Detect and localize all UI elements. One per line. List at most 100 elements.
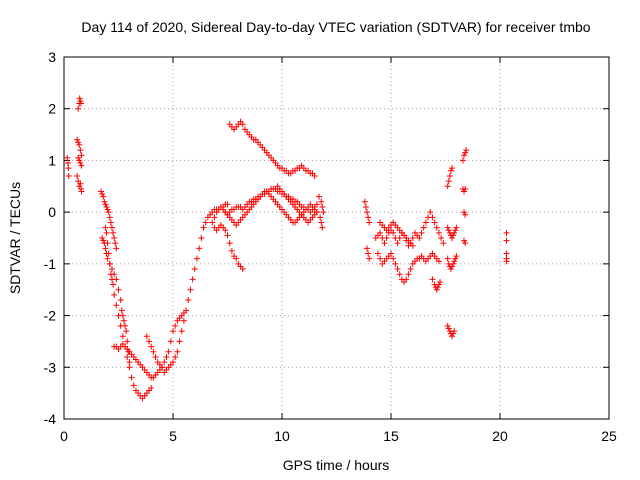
data-point [130, 382, 137, 389]
data-point [503, 258, 510, 265]
data-point [105, 250, 112, 257]
data-point [224, 201, 231, 208]
data-point [74, 172, 81, 179]
data-point [319, 224, 326, 231]
data-point [75, 154, 82, 161]
x-tick-label: 15 [383, 428, 399, 444]
data-point [450, 330, 457, 337]
data-point [226, 240, 233, 247]
data-point [366, 219, 373, 226]
data-point [453, 224, 460, 231]
data-point [128, 374, 135, 381]
data-point [75, 105, 82, 112]
data-point [124, 338, 131, 345]
data-point [119, 333, 126, 340]
data-point [222, 227, 229, 234]
data-point [390, 255, 397, 262]
data-point [390, 229, 397, 236]
data-point [392, 260, 399, 267]
data-point [444, 322, 451, 329]
data-point [180, 317, 187, 324]
data-point [120, 317, 127, 324]
x-tick-label: 10 [274, 428, 290, 444]
data-point [183, 307, 190, 314]
data-point [115, 286, 122, 293]
data-point [433, 224, 440, 231]
data-point [396, 235, 403, 241]
data-point [117, 322, 124, 329]
data-point [452, 227, 459, 234]
data-point [161, 359, 168, 366]
y-tick-label: -1 [44, 256, 57, 272]
data-point [453, 253, 460, 260]
data-point [313, 209, 320, 216]
data-point [445, 178, 452, 185]
x-tick-label: 5 [169, 428, 177, 444]
data-point [462, 240, 469, 247]
data-point [403, 276, 410, 283]
data-point [99, 235, 106, 241]
data-point [449, 263, 456, 270]
data-point [104, 206, 111, 213]
data-point [503, 250, 510, 257]
data-point [319, 203, 326, 210]
data-point [108, 266, 115, 273]
data-point [462, 149, 469, 156]
data-point [102, 201, 109, 208]
data-point [103, 229, 110, 236]
data-point [435, 258, 442, 265]
data-point [106, 214, 113, 221]
data-point [126, 364, 133, 371]
data-point [143, 333, 150, 340]
data-point [200, 224, 207, 231]
data-point [381, 240, 388, 247]
data-point [318, 219, 325, 226]
data-point [318, 198, 325, 205]
data-point [167, 338, 174, 345]
data-point [113, 302, 120, 309]
data-point [185, 297, 192, 304]
data-point [429, 214, 436, 221]
data-point [108, 276, 115, 283]
data-point [444, 255, 451, 262]
data-point [117, 297, 124, 304]
data-point [422, 219, 429, 226]
data-point [191, 266, 198, 273]
data-point [64, 154, 71, 161]
data-point [449, 333, 456, 340]
data-point [364, 245, 371, 252]
data-point [224, 232, 231, 239]
data-point [449, 235, 456, 241]
data-point [409, 242, 416, 249]
data-point [103, 203, 110, 210]
data-point [159, 364, 166, 371]
data-point [78, 100, 85, 107]
data-point [316, 193, 323, 200]
y-axis-label: SDTVAR / TECUs [7, 182, 23, 294]
data-point [193, 255, 200, 262]
data-point [416, 235, 423, 241]
data-point [451, 328, 458, 335]
data-point [165, 348, 172, 355]
data-point [239, 121, 246, 128]
data-point [407, 266, 414, 273]
data-point [111, 235, 118, 241]
data-point [172, 322, 179, 329]
data-point [170, 328, 176, 335]
data-point [377, 255, 384, 262]
data-point [102, 224, 109, 231]
data-point [445, 325, 452, 332]
data-point [211, 214, 218, 221]
data-point [76, 157, 83, 164]
data-point [233, 255, 240, 262]
data-point [446, 229, 453, 236]
data-point [433, 286, 440, 293]
data-point [462, 185, 469, 192]
data-point [176, 338, 183, 345]
data-point [101, 198, 108, 205]
data-point [383, 235, 390, 241]
data-point [126, 359, 133, 366]
x-tick-label: 20 [492, 428, 508, 444]
data-point [78, 152, 85, 159]
